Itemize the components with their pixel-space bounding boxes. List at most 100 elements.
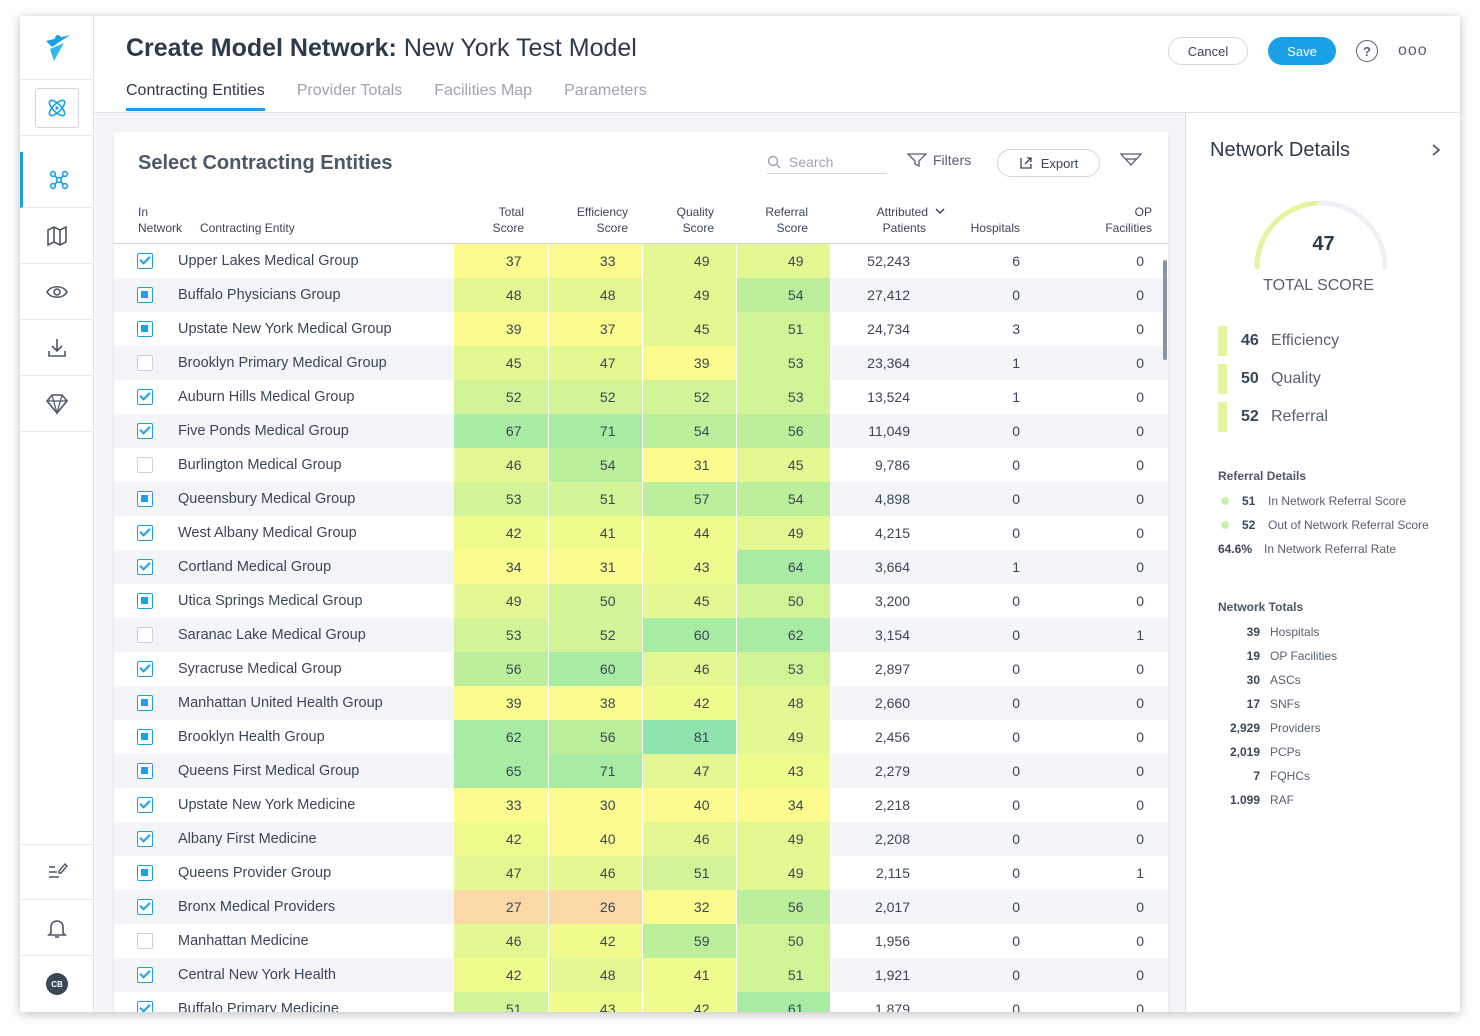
entity-name[interactable]: Brooklyn Primary Medical Group xyxy=(176,345,454,380)
chevron-right-icon[interactable] xyxy=(1430,141,1442,162)
table-row[interactable]: Upper Lakes Medical Group 37 33 49 49 52,243 6… xyxy=(114,243,1168,278)
table-row[interactable]: Utica Springs Medical Group 49 50 45 50 3,200… xyxy=(114,583,1168,618)
in-network-checkbox[interactable] xyxy=(137,797,153,814)
more-options-icon[interactable]: ooo xyxy=(1398,42,1428,59)
table-row[interactable]: West Albany Medical Group 42 41 44 49 4,215 0 0 xyxy=(114,515,1168,550)
entity-name[interactable]: Buffalo Primary Medicine xyxy=(178,1000,339,1013)
entity-name[interactable]: Syracruse Medical Group xyxy=(178,660,342,677)
in-network-checkbox[interactable] xyxy=(137,593,153,610)
in-network-checkbox[interactable] xyxy=(137,729,153,746)
entity-name[interactable]: Utica Springs Medical Group xyxy=(178,592,363,609)
col-quality-score[interactable]: Quality Score xyxy=(642,204,736,244)
column-settings-icon[interactable] xyxy=(1119,152,1143,175)
table-row[interactable]: Queensbury Medical Group 53 51 57 54 4,898 0 0 xyxy=(114,481,1168,516)
entity-name[interactable]: Upstate New York Medicine xyxy=(178,796,356,813)
sidebar-item-notifications[interactable] xyxy=(20,900,94,956)
tab-facilities-map[interactable]: Facilities Map xyxy=(434,82,533,99)
in-network-checkbox[interactable] xyxy=(137,559,153,576)
in-network-checkbox[interactable] xyxy=(137,321,153,338)
app-logo[interactable] xyxy=(20,16,94,80)
entity-name[interactable]: Central New York Health xyxy=(176,957,454,992)
tab-provider-totals[interactable]: Provider Totals xyxy=(296,82,403,99)
table-row[interactable]: Five Ponds Medical Group 67 71 54 56 11,049 0 0 xyxy=(114,413,1168,448)
entity-name[interactable]: Saranac Lake Medical Group xyxy=(176,617,454,652)
entity-name[interactable]: Upstate New York Medical Group xyxy=(178,320,392,337)
table-row[interactable]: Upstate New York Medicine 33 30 40 34 2,218 0 0 xyxy=(114,787,1168,822)
in-network-checkbox[interactable] xyxy=(137,389,153,406)
search-input[interactable]: Search xyxy=(767,150,887,174)
table-row[interactable]: Saranac Lake Medical Group 53 52 60 62 3,154 0… xyxy=(114,617,1168,652)
table-row[interactable]: Syracruse Medical Group 56 60 46 53 2,897 0 0 xyxy=(114,651,1168,686)
sidebar-item-download[interactable] xyxy=(20,320,94,376)
col-in-network[interactable]: In Network xyxy=(114,204,182,244)
in-network-checkbox[interactable] xyxy=(137,763,153,780)
table-row[interactable]: Albany First Medicine 42 40 46 49 2,208 0 0 xyxy=(114,821,1168,856)
entity-name[interactable]: Manhattan United Health Group xyxy=(176,685,454,720)
table-row[interactable]: Buffalo Physicians Group 48 48 49 54 27,412 0 0 xyxy=(114,277,1168,312)
entity-name[interactable]: Upper Lakes Medical Group xyxy=(178,252,359,269)
help-icon[interactable]: ? xyxy=(1356,40,1378,62)
in-network-checkbox[interactable] xyxy=(137,491,153,508)
in-network-checkbox[interactable] xyxy=(137,253,153,270)
in-network-checkbox[interactable] xyxy=(137,1001,153,1012)
sidebar-item-models[interactable] xyxy=(20,80,94,136)
table-row[interactable]: Central New York Health 42 48 41 51 1,921 0 0 xyxy=(114,957,1168,992)
entity-name[interactable]: Cortland Medical Group xyxy=(176,549,454,584)
sidebar-item-view[interactable] xyxy=(20,264,94,320)
col-total-score[interactable]: Total Score xyxy=(454,204,548,244)
in-network-checkbox[interactable] xyxy=(137,355,153,372)
entity-name[interactable]: West Albany Medical Group xyxy=(178,524,357,541)
entity-name[interactable]: Queensbury Medical Group xyxy=(176,481,454,516)
tab-parameters[interactable]: Parameters xyxy=(564,82,647,99)
table-row[interactable]: Buffalo Primary Medicine 51 43 42 61 1,879 0 0 xyxy=(114,991,1168,1013)
col-referral-score[interactable]: Referral Score xyxy=(736,204,830,244)
in-network-checkbox[interactable] xyxy=(137,831,153,848)
col-attributed-patients[interactable]: Attributed Patients xyxy=(830,204,945,244)
col-efficiency-score[interactable]: Efficiency Score xyxy=(548,204,642,244)
entity-name[interactable]: Albany First Medicine xyxy=(176,821,454,856)
in-network-checkbox[interactable] xyxy=(137,933,153,950)
table-row[interactable]: Burlington Medical Group 46 54 31 45 9,786 0 0 xyxy=(114,447,1168,482)
entity-name[interactable]: Brooklyn Health Group xyxy=(178,728,325,745)
table-row[interactable]: Queens Provider Group 47 46 51 49 2,115 0 1 xyxy=(114,855,1168,890)
sidebar-item-profile[interactable]: CB xyxy=(20,956,94,1012)
table-row[interactable]: Brooklyn Health Group 62 56 81 49 2,456 0 0 xyxy=(114,719,1168,754)
entity-name[interactable]: Five Ponds Medical Group xyxy=(176,413,454,448)
table-row[interactable]: Manhattan Medicine 46 42 59 50 1,956 0 0 xyxy=(114,923,1168,958)
col-contracting-entity[interactable]: Contracting Entity xyxy=(176,204,454,244)
entity-name[interactable]: Buffalo Physicians Group xyxy=(176,277,454,312)
entity-name[interactable]: Queens Provider Group xyxy=(178,864,332,881)
entity-name[interactable]: Manhattan Medicine xyxy=(178,932,309,949)
table-scrollbar[interactable] xyxy=(1163,260,1167,360)
in-network-checkbox[interactable] xyxy=(137,695,153,712)
in-network-checkbox[interactable] xyxy=(137,287,153,304)
sidebar-item-map[interactable] xyxy=(20,208,94,264)
in-network-checkbox[interactable] xyxy=(137,865,153,882)
entity-name[interactable]: Bronx Medical Providers xyxy=(176,889,454,924)
sidebar-item-premium[interactable] xyxy=(20,376,94,432)
table-row[interactable]: Upstate New York Medical Group 39 37 45 51 24… xyxy=(114,311,1168,346)
table-row[interactable]: Brooklyn Primary Medical Group 45 47 39 53 23… xyxy=(114,345,1168,380)
table-row[interactable]: Bronx Medical Providers 27 26 32 56 2,017 0 0 xyxy=(114,889,1168,924)
table-row[interactable]: Cortland Medical Group 34 31 43 64 3,664 1 0 xyxy=(114,549,1168,584)
entity-name[interactable]: Burlington Medical Group xyxy=(178,456,342,473)
tab-contracting-entities[interactable]: Contracting Entities xyxy=(126,82,265,111)
in-network-checkbox[interactable] xyxy=(137,423,153,440)
filters-button[interactable]: Filters xyxy=(907,152,971,168)
in-network-checkbox[interactable] xyxy=(137,525,153,542)
export-button[interactable]: Export xyxy=(997,149,1100,177)
table-row[interactable]: Queens First Medical Group 65 71 47 43 2,279 0… xyxy=(114,753,1168,788)
in-network-checkbox[interactable] xyxy=(137,967,153,984)
col-hospitals[interactable]: Hospitals xyxy=(938,204,1048,244)
in-network-checkbox[interactable] xyxy=(137,457,153,474)
entity-name[interactable]: Auburn Hills Medical Group xyxy=(178,388,355,405)
save-button[interactable]: Save xyxy=(1268,37,1336,65)
entity-name[interactable]: Queens First Medical Group xyxy=(176,753,454,788)
table-row[interactable]: Auburn Hills Medical Group 52 52 52 53 13,524… xyxy=(114,379,1168,414)
sidebar-item-network[interactable] xyxy=(20,152,94,208)
cancel-button[interactable]: Cancel xyxy=(1168,37,1248,65)
in-network-checkbox[interactable] xyxy=(137,661,153,678)
col-op-facilities[interactable]: OP Facilities xyxy=(1048,204,1168,244)
table-row[interactable]: Manhattan United Health Group 39 38 42 48 2,6… xyxy=(114,685,1168,720)
in-network-checkbox[interactable] xyxy=(137,627,153,644)
